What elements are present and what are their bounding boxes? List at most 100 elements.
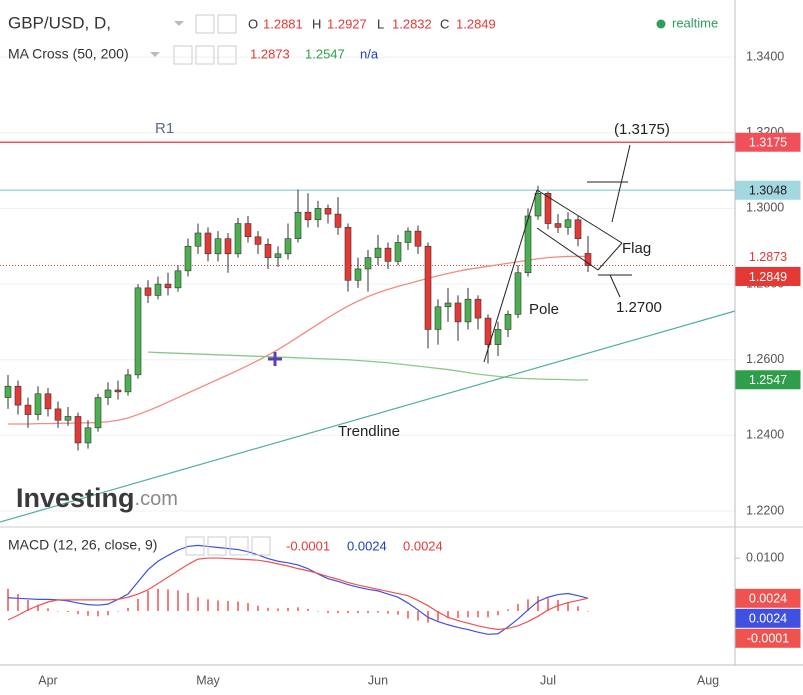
candle-body [124, 374, 132, 393]
price-tag-label: 1.3048 [749, 184, 787, 198]
ma200-value: 1.2547 [305, 46, 345, 61]
candle-body [294, 211, 302, 239]
x-tick-label: Jul [540, 673, 556, 687]
histogram-bar [477, 611, 479, 618]
histogram-bar [107, 611, 109, 616]
candle-body [424, 245, 432, 330]
candle-body [474, 298, 482, 319]
histogram-bar [197, 597, 199, 611]
symbol-title: GBP/USD, D, [8, 13, 111, 32]
flag-label: Flag [622, 240, 651, 257]
ma-cross-marker [268, 352, 282, 366]
histogram-bar [227, 600, 229, 611]
histogram-bar [137, 598, 139, 611]
watermark: Investing.com [16, 483, 178, 513]
histogram-bar [147, 590, 149, 611]
candle-body [504, 314, 512, 330]
histogram-bar [367, 611, 369, 614]
histogram-bar [117, 611, 119, 612]
histogram-bar [307, 608, 309, 611]
macd-title: MACD (12, 26, close, 9) [8, 537, 157, 553]
candle-body [404, 230, 412, 243]
histogram-bar [527, 599, 529, 611]
target-label: (1.3175) [614, 121, 670, 138]
toolbar-icons[interactable] [173, 14, 271, 556]
x-tick-label: May [196, 673, 220, 687]
trendline-label: Trendline [338, 423, 400, 440]
close-label: C [440, 16, 449, 31]
histogram-bar [247, 603, 249, 611]
candle-body [374, 247, 382, 258]
price-tag-label: 0.0024 [749, 592, 787, 606]
histogram-bar [57, 611, 59, 612]
price-tag-label: 1.2849 [749, 270, 787, 284]
candle-body [574, 219, 582, 239]
low-value: 1.2832 [392, 16, 432, 31]
histogram-bar [537, 596, 539, 611]
candle-body [24, 404, 32, 415]
candle-body [304, 211, 312, 221]
candle-body [154, 283, 162, 296]
watermark-brand: Investing [16, 483, 135, 513]
support-label: 1.2700 [616, 299, 662, 316]
dropdown-icon[interactable] [174, 21, 184, 26]
candle-body [194, 232, 202, 247]
x-tick-label: Aug [697, 673, 719, 687]
dropdown-icon[interactable] [150, 52, 160, 57]
price-tags: 1.3175 1.3048 1.2873 1.2849 1.2547 0.0024 0.00… [735, 132, 801, 648]
candle-body [454, 302, 462, 323]
histogram-bar [7, 588, 9, 611]
low-label: L [377, 16, 384, 31]
price-tag-label: 1.2873 [749, 250, 787, 264]
histogram-bar [267, 607, 269, 611]
histogram-bar [97, 611, 99, 617]
histogram-bar [207, 599, 209, 611]
histogram-bar [467, 611, 469, 618]
histogram-bar [187, 593, 189, 611]
close-value: 1.2849 [456, 16, 496, 31]
histogram-bar [487, 611, 489, 618]
candle-body [544, 192, 552, 224]
x-tick-label: Jun [368, 673, 388, 687]
candle-body [234, 223, 242, 255]
candle-body [384, 247, 392, 262]
macd-line [7, 544, 589, 635]
histogram-bar [447, 611, 449, 619]
histogram-bar [317, 611, 319, 612]
histogram-bar [417, 611, 419, 621]
price-tag [735, 246, 801, 266]
histogram-bar [577, 606, 579, 611]
macd-line [7, 557, 589, 631]
candle-body [204, 232, 212, 255]
candle-body [284, 238, 292, 255]
histogram-bar [517, 604, 519, 611]
histogram-bar [547, 598, 549, 611]
price-tag [735, 608, 801, 628]
histogram-bar [327, 611, 329, 614]
candle-body [244, 223, 252, 238]
candle-body [444, 302, 452, 308]
histogram-bar [387, 611, 389, 614]
histogram-bar [87, 611, 89, 616]
histogram-bar [567, 602, 569, 611]
plot-layer: 1.22001.24001.26001.28001.30001.32001.34… [0, 49, 784, 687]
price-tag-label: -0.0001 [747, 632, 789, 646]
candle-body [144, 287, 152, 296]
candle-body [494, 329, 502, 345]
histogram-bar [457, 611, 459, 618]
flag-drawing [483, 144, 632, 363]
candle-body [34, 393, 42, 415]
realtime-status: realtime [672, 15, 718, 30]
histogram-bar [237, 601, 239, 611]
open-value: 1.2881 [263, 16, 303, 31]
candle-body [324, 208, 332, 215]
histogram-bar [437, 611, 439, 621]
candle-body [64, 416, 72, 421]
open-label: O [248, 16, 258, 31]
candle-body [364, 257, 372, 270]
histogram-bar [47, 608, 49, 611]
histogram-bar [357, 611, 359, 614]
price-tag [735, 370, 801, 390]
candle-body [184, 245, 192, 272]
